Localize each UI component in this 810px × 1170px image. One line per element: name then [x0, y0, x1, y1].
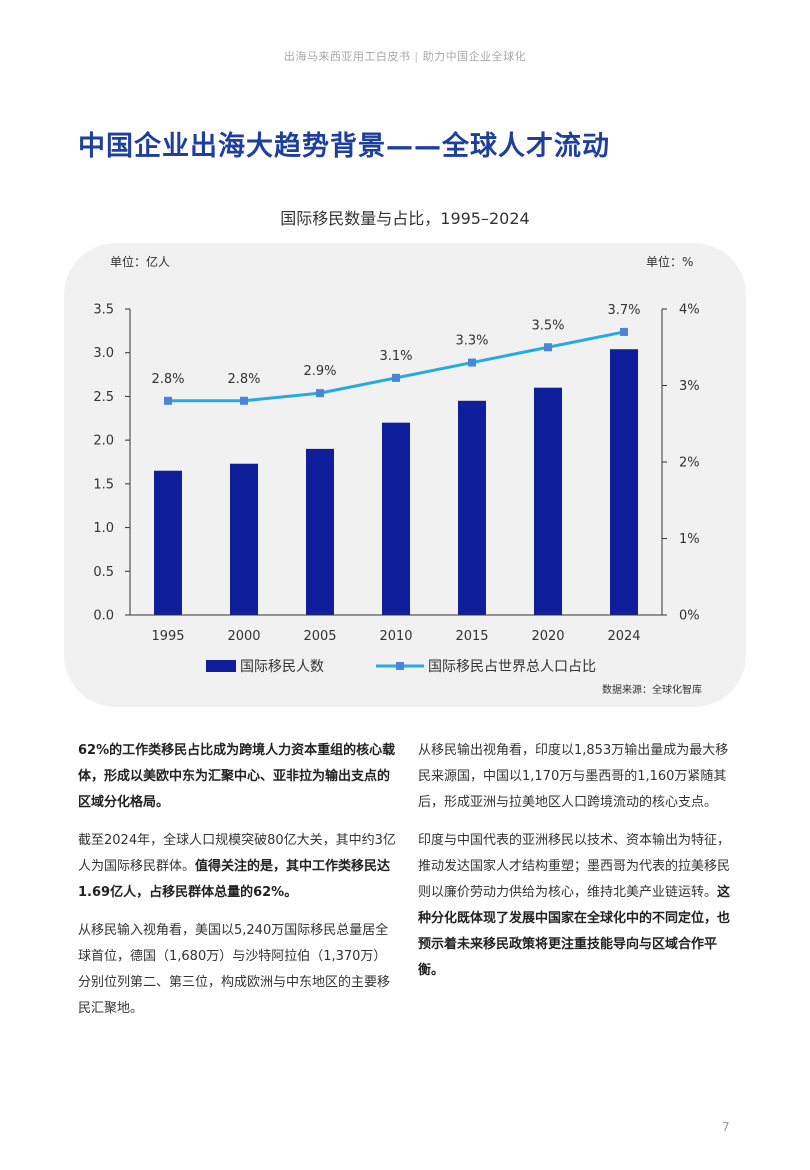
y-left-tick-label: 0.0 [93, 609, 114, 624]
right-paragraph-2: 印度与中国代表的亚洲移民以技术、资本输出为特征，推动发达国家人才结构重塑；墨西哥… [418, 828, 740, 984]
x-tick-label: 2020 [531, 629, 564, 644]
y-left-tick-label: 3.5 [93, 303, 114, 318]
bar-2000 [230, 463, 258, 615]
share-point-1995 [164, 396, 172, 405]
bar-2015 [458, 400, 486, 615]
chart: 0.0 0.5 1.0 1.5 2.0 2.5 3.0 3.5 0% 1% 2% 3% 4% 1995 20… [93, 303, 702, 697]
page-title: 中国企业出海大趋势背景——全球人才流动 [78, 131, 610, 162]
line-series: 2.8% 2.8% 2.9% 3.1% 3.3% 3.5% 3.7% [151, 303, 641, 405]
header-right-text: 助力中国企业全球化 [422, 50, 527, 63]
left-axis-unit: 单位：亿人 [110, 255, 171, 269]
left-paragraph-3: 从移民输入视角看，美国以5,240万国际移民总量居全球首位，德国（1,680万）… [78, 918, 398, 1022]
legend-bar-swatch [206, 660, 236, 672]
right-paragraph-2-bold: 这种分化既体现了发展中国家在全球化中的不同定位，也预示着未来移民政策将更注重技能… [418, 885, 731, 978]
left-column: 62%的工作类移民占比成为跨境人力资本重组的核心载体，形成以美欧中东为汇聚中心、… [78, 738, 398, 1034]
y-left-tick-label: 1.5 [93, 477, 114, 492]
legend-line-marker [396, 662, 404, 670]
share-point-2010 [392, 373, 400, 382]
x-tick-label: 2000 [227, 629, 260, 644]
legend: 国际移民人数 国际移民占世界总人口占比 [206, 659, 596, 675]
share-point-2024 [620, 327, 628, 336]
share-point-2015 [468, 358, 476, 367]
right-paragraph-1: 从移民输出视角看，印度以1,853万输出量成为最大移民来源国，中国以1,170万… [418, 738, 740, 816]
share-data-label: 3.5% [531, 318, 564, 333]
y-right-tick-label: 2% [679, 456, 700, 471]
x-tick-label: 2015 [455, 629, 488, 644]
x-tick-label: 2024 [607, 629, 640, 644]
left-paragraph-2-normal: 截至2024年，全球人口规模突破80亿大关，其中约3亿人为国际移民群体。 [78, 833, 396, 874]
left-paragraph-1-text: 62%的工作类移民占比成为跨境人力资本重组的核心载体，形成以美欧中东为汇聚中心、… [78, 743, 396, 810]
y-left-tick-label: 2.0 [93, 434, 114, 449]
y-left-tick-label: 2.5 [93, 390, 114, 405]
page-number: 7 [722, 1120, 730, 1134]
header-separator: | [414, 50, 419, 63]
share-point-2000 [240, 396, 248, 405]
y-left-tick-label: 3.0 [93, 346, 114, 361]
bar-2010 [382, 422, 410, 615]
left-paragraph-2: 截至2024年，全球人口规模突破80亿大关，其中约3亿人为国际移民群体。值得关注… [78, 828, 398, 906]
bar-2005 [306, 448, 334, 615]
share-point-2020 [544, 343, 552, 352]
left-paragraph-2-bold: 值得关注的是，其中工作类移民达1.69亿人，占移民群体总量的62%。 [78, 859, 391, 900]
x-tick-label: 1995 [151, 629, 184, 644]
x-tick-label: 2010 [379, 629, 412, 644]
right-axis-unit: 单位：% [646, 255, 694, 269]
share-data-label: 2.8% [151, 372, 184, 387]
y-right-tick-label: 1% [679, 532, 700, 547]
bar-2024 [610, 349, 638, 615]
y-right-tick-label: 3% [679, 379, 700, 394]
share-data-label: 2.8% [227, 372, 260, 387]
legend-bar-label: 国际移民人数 [240, 659, 324, 675]
left-paragraph-3-text: 从移民输入视角看，美国以5,240万国际移民总量居全球首位，德国（1,680万）… [78, 923, 391, 1016]
share-data-label: 3.3% [455, 334, 488, 349]
y-right-tick-label: 0% [679, 609, 700, 624]
share-data-label: 2.9% [303, 364, 336, 379]
share-point-2005 [316, 389, 324, 398]
running-header: 出海马来西亚用工白皮书 | 助力中国企业全球化 [0, 48, 810, 64]
y-right-tick-label: 4% [679, 303, 700, 318]
x-tick-label: 2005 [303, 629, 336, 644]
left-paragraph-1: 62%的工作类移民占比成为跨境人力资本重组的核心载体，形成以美欧中东为汇聚中心、… [78, 738, 398, 816]
header-left-text: 出海马来西亚用工白皮书 [283, 50, 411, 63]
share-data-label: 3.7% [607, 303, 640, 318]
bar-2020 [534, 387, 562, 615]
bar-1995 [154, 470, 182, 615]
chart-title: 国际移民数量与占比，1995–2024 [280, 209, 530, 228]
y-left-tick-label: 0.5 [93, 565, 114, 580]
legend-line-label: 国际移民占世界总人口占比 [428, 659, 596, 675]
chart-source: 数据来源：全球化智库 [602, 683, 702, 696]
right-column: 从移民输出视角看，印度以1,853万输出量成为最大移民来源国，中国以1,170万… [418, 738, 740, 996]
right-paragraph-1-text: 从移民输出视角看，印度以1,853万输出量成为最大移民来源国，中国以1,170万… [418, 743, 729, 810]
bar-series [154, 349, 638, 615]
y-left-tick-label: 1.0 [93, 521, 114, 536]
share-data-label: 3.1% [379, 349, 412, 364]
axes: 0.0 0.5 1.0 1.5 2.0 2.5 3.0 3.5 0% 1% 2% 3% 4% 1995 20… [93, 303, 699, 645]
right-paragraph-2-normal: 印度与中国代表的亚洲移民以技术、资本输出为特征，推动发达国家人才结构重塑；墨西哥… [418, 833, 731, 900]
